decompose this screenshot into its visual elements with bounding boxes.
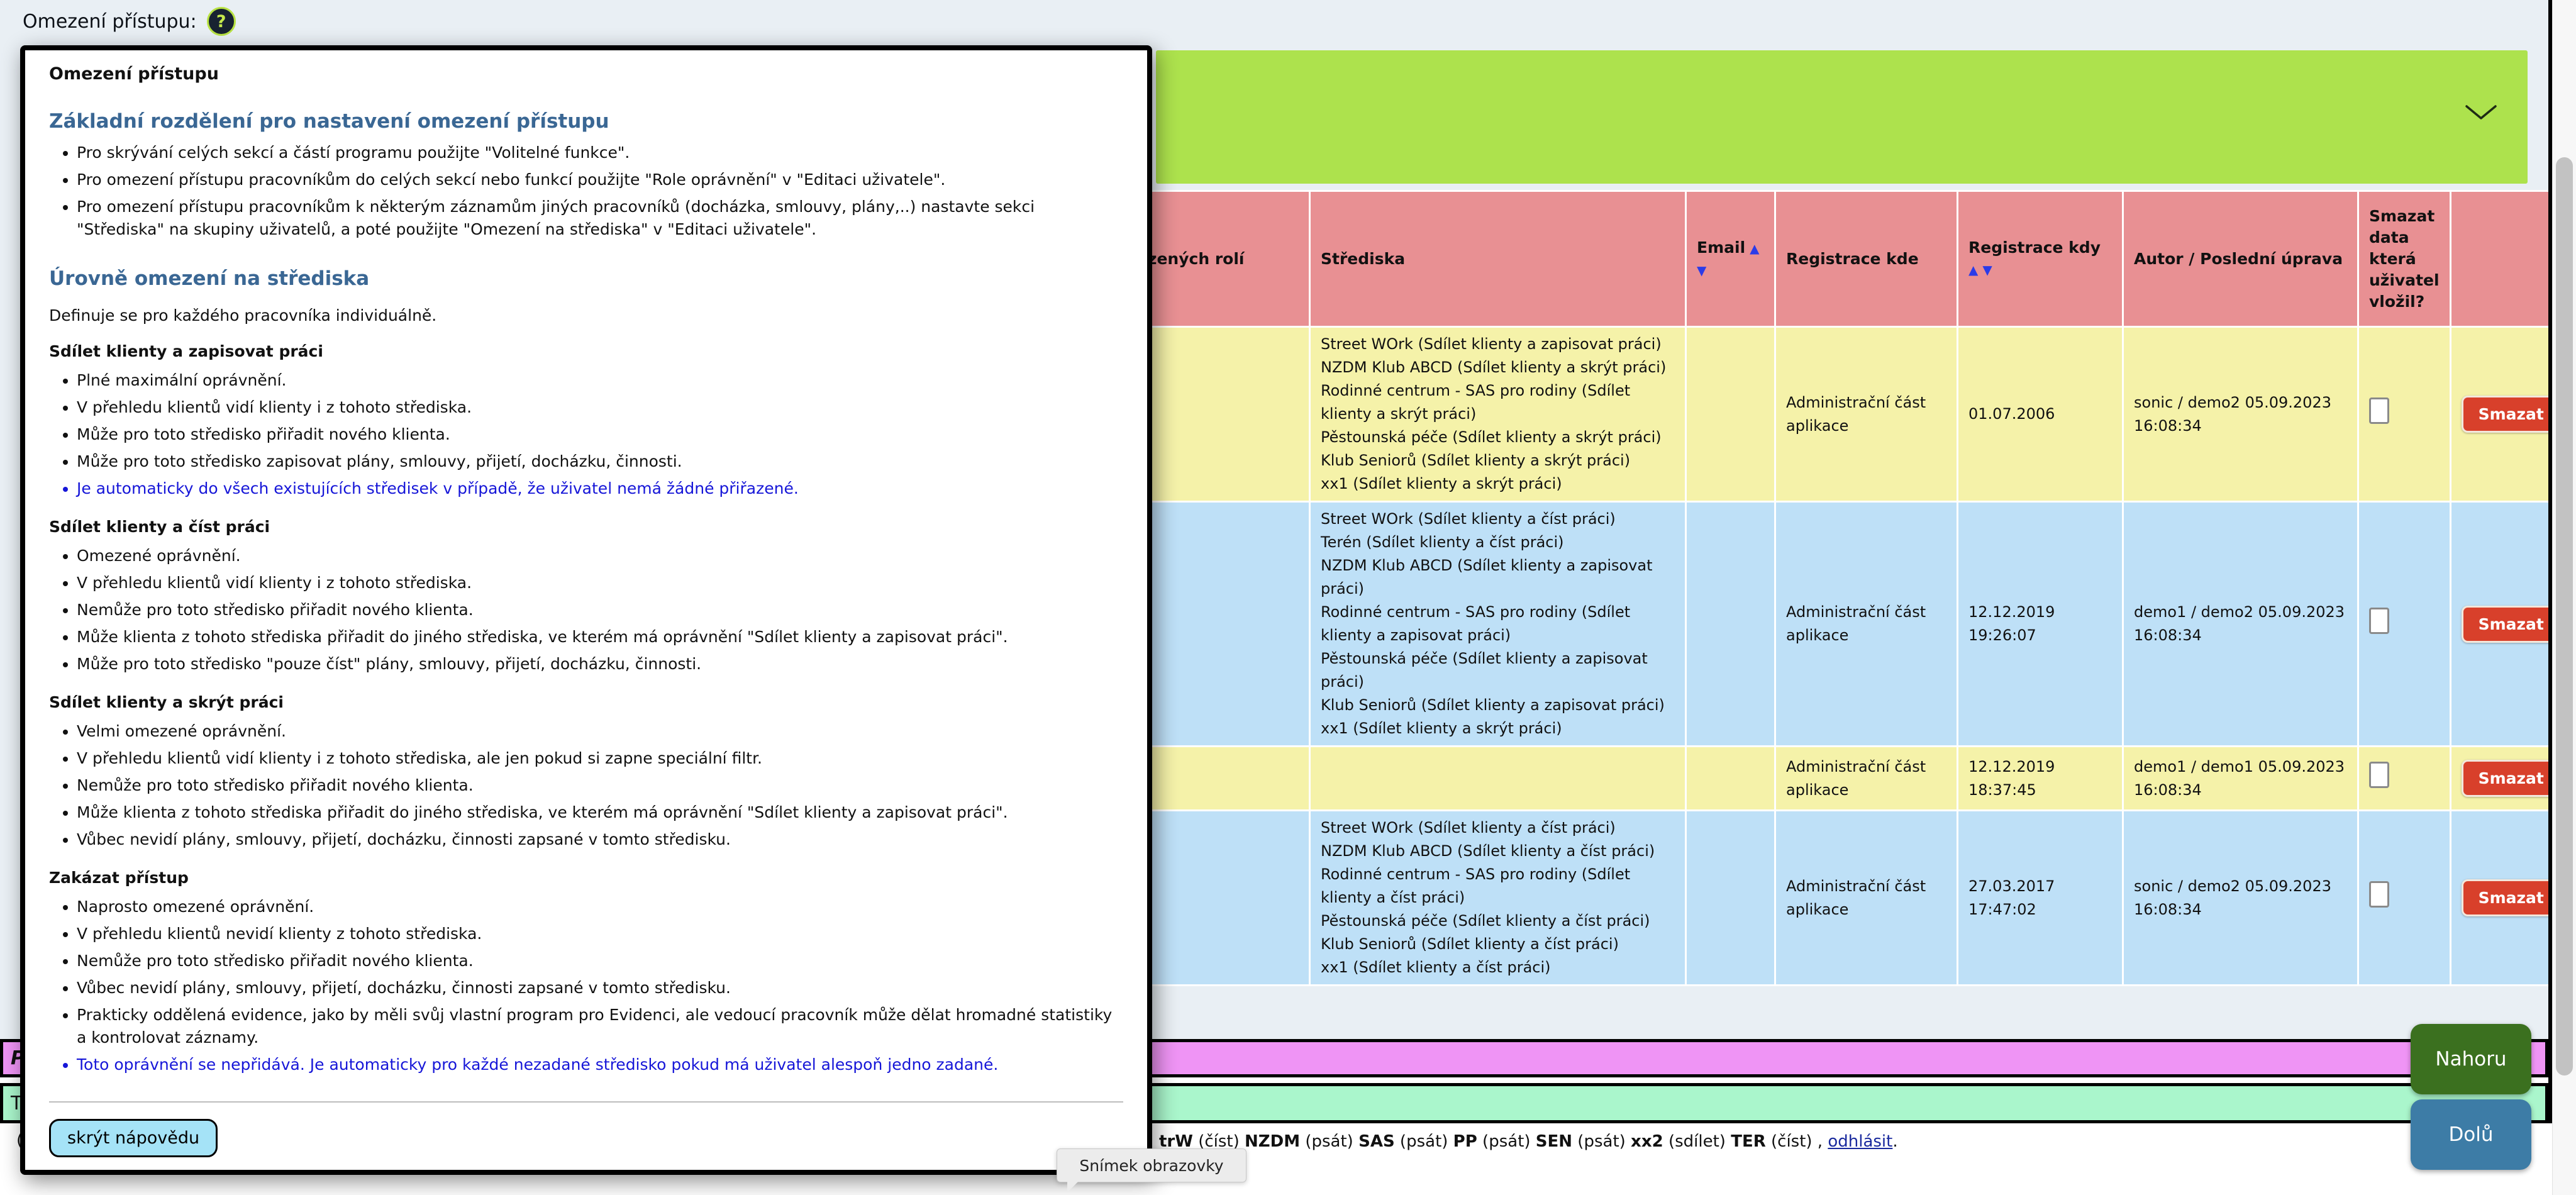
column-header-Autor / Poslední úprava: Autor / Poslední úprava [2124,192,2357,326]
registrace-kde-cell: Administrační část aplikace [1776,747,1957,809]
column-header-Registrace kdy[interactable]: Registrace kdy ▲ ▼ [1958,192,2122,326]
content-right-border [2548,0,2552,1123]
registrace-kde-cell: Administrační část aplikace [1776,811,1957,984]
email-cell [1687,328,1774,501]
delete-user-button[interactable]: Smazat [2461,396,2561,433]
help-section-intro: Definuje se pro každého pracovníka indiv… [49,306,437,325]
help-bullet: V přehledu klientů vidí klienty i z toho… [77,572,1123,594]
access-restriction-label: Omezení přístupu: [23,10,197,33]
autor-cell: sonic / demo2 05.09.2023 16:08:34 [2124,328,2357,501]
popup-divider [49,1101,1123,1103]
column-header-Email[interactable]: Email ▲ ▼ [1687,192,1774,326]
help-section-heading: Úrovně omezení na střediska [49,267,370,290]
help-bullet: Nemůže pro toto středisko přiřadit novéh… [77,950,1123,972]
delete-data-checkbox[interactable] [2369,607,2389,634]
column-header-Smazat data která uživatel vložil?: Smazat data která uživatel vložil? [2359,192,2450,326]
table-row: Street WOrk (Sdílet klienty a číst práci… [1040,503,2571,745]
help-bullet: Pro omezení přístupu pracovníkům do celý… [77,169,1123,191]
access-restriction-field-label: Omezení přístupu: ? [23,5,236,38]
help-bullet: Prakticky oddělená evidence, jako by měl… [77,1004,1123,1049]
help-bullet: Velmi omezené oprávnění. [77,720,1123,743]
strediska-cell: Street WOrk (Sdílet klienty a zapisovat … [1311,328,1685,501]
registrace-kde-cell: Administrační část aplikace [1776,503,1957,745]
hide-help-button[interactable]: skrýt nápovědu [49,1119,218,1157]
registrace-kdy-cell: 12.12.2019 18:37:45 [1958,747,2122,809]
registrace-kdy-cell: 01.07.2006 [1958,328,2122,501]
delete-data-checkbox[interactable] [2369,397,2389,424]
help-bullet: V přehledu klientů nevidí klienty z toho… [77,923,1123,945]
help-bullet: Vůbec nevidí plány, smlouvy, přijetí, do… [77,977,1123,999]
scrollbar-thumb[interactable] [2556,157,2573,1076]
help-bullet: Může pro toto středisko přiřadit nového … [77,423,1123,446]
email-cell [1687,747,1774,809]
table-row: Street WOrk (Sdílet klienty a zapisovat … [1040,328,2571,501]
help-bullet: Pro skrývání celých sekcí a částí progra… [77,142,1123,164]
help-bullet: Může klienta z tohoto střediska přiřadit… [77,626,1123,648]
help-icon[interactable]: ? [206,7,236,36]
autor-cell: sonic / demo2 05.09.2023 16:08:34 [2124,811,2357,984]
permissions-tokens: trW (číst) NZDM (psát) SAS (psát) PP (ps… [1159,1132,1828,1151]
help-bullet: Nemůže pro toto středisko přiřadit novéh… [77,774,1123,797]
delete-user-button[interactable]: Smazat [2461,879,2561,916]
help-link-item[interactable]: Toto oprávnění se nepřidává. Je automati… [77,1053,1123,1076]
permission-level-title: Sdílet klienty a číst práci [49,518,270,536]
registrace-kdy-cell: 12.12.2019 19:26:07 [1958,503,2122,745]
email-cell [1687,503,1774,745]
help-bullet: Pro omezení přístupu pracovníkům k někte… [77,196,1123,241]
help-bullet: Vůbec nevidí plány, smlouvy, přijetí, do… [77,828,1123,851]
strediska-cell: Street WOrk (Sdílet klienty a číst práci… [1311,503,1685,745]
delete-user-button[interactable]: Smazat [2461,760,2561,797]
delete-data-checkbox[interactable] [2369,762,2389,788]
help-bullet: Nemůže pro toto středisko přiřadit novéh… [77,599,1123,621]
help-popup-body: Základní rozdělení pro nastavení omezení… [49,84,1123,1081]
help-bullet: Může pro toto středisko zapisovat plány,… [77,450,1123,473]
help-bullet: Může klienta z tohoto střediska přiřadit… [77,801,1123,824]
column-header-Střediska: Střediska [1311,192,1685,326]
help-bullet: Omezené oprávnění. [77,545,1123,567]
chevron-down-icon[interactable] [2465,104,2497,123]
help-bullet: V přehledu klientů vidí klienty i z toho… [77,747,1123,770]
bottom-left-text-fragment: ( [16,1131,23,1150]
permission-level-title: Zakázat přístup [49,869,189,887]
scroll-bottom-button[interactable]: Dolů [2411,1099,2531,1170]
help-bullet: Může pro toto středisko "pouze číst" plá… [77,653,1123,675]
user-permissions-status: trW (číst) NZDM (psát) SAS (psát) PP (ps… [1159,1132,1898,1151]
logout-link[interactable]: odhlásit [1828,1132,1893,1151]
status-suffix: . [1892,1132,1898,1151]
delete-data-checkbox[interactable] [2369,881,2389,908]
autor-cell: demo1 / demo2 05.09.2023 16:08:34 [2124,503,2357,745]
vertical-scrollbar[interactable] [2552,0,2576,1195]
help-section-heading: Základní rozdělení pro nastavení omezení… [49,110,609,133]
table-row: Administrační část aplikace 12.12.2019 18… [1040,747,2571,809]
help-popup-title: Omezení přístupu [49,64,219,84]
strediska-cell [1311,747,1685,809]
email-cell [1687,811,1774,984]
permission-level-title: Sdílet klienty a skrýt práci [49,693,284,711]
help-bullet: Plné maximální oprávnění. [77,369,1123,392]
help-popup-footer: skrýt nápovědu [49,1101,1123,1157]
filter-panel-collapsed[interactable] [1156,50,2528,184]
help-link-item[interactable]: Je automaticky do všech existujících stř… [77,477,1123,500]
delete-user-button[interactable]: Smazat [2461,605,2561,643]
permission-level-title: Sdílet klienty a zapisovat práci [49,342,323,360]
registrace-kdy-cell: 27.03.2017 17:47:02 [1958,811,2122,984]
help-popup: Omezení přístupu Základní rozdělení pro … [20,45,1152,1175]
autor-cell: demo1 / demo1 05.09.2023 16:08:34 [2124,747,2357,809]
green-bar-text-fragment: T [11,1092,23,1114]
scroll-top-button[interactable]: Nahoru [2411,1024,2531,1094]
table-row: Street WOrk (Sdílet klienty a číst práci… [1040,811,2571,984]
strediska-cell: Street WOrk (Sdílet klienty a číst práci… [1311,811,1685,984]
registrace-kde-cell: Administrační část aplikace [1776,328,1957,501]
help-bullet: V přehledu klientů vidí klienty i z toho… [77,396,1123,419]
column-header-Registrace kde: Registrace kde [1776,192,1957,326]
screenshot-tooltip: Snímek obrazovky [1057,1148,1246,1192]
help-bullet: Naprosto omezené oprávnění. [77,896,1123,918]
